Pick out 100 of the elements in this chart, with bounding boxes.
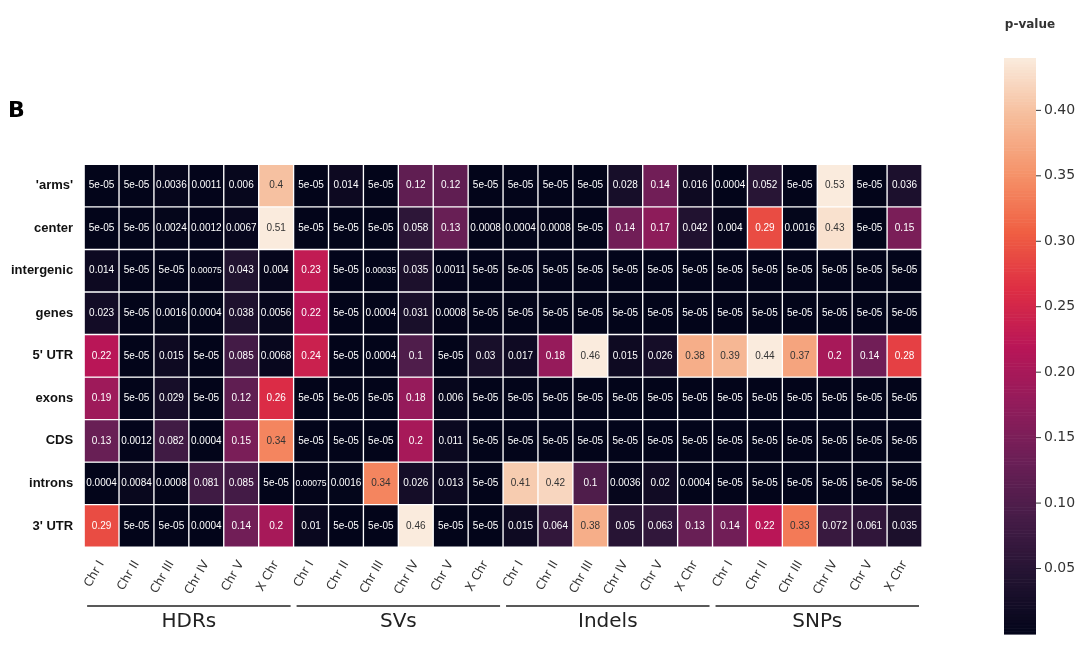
- data-label: 5e-05: [752, 477, 779, 489]
- data-label: 5e-05: [472, 264, 499, 276]
- data-label: 0.02: [650, 477, 671, 489]
- data-label: 5e-05: [891, 477, 918, 489]
- data-label: 5e-05: [647, 307, 674, 319]
- x-tick-label: Chr I: [709, 557, 736, 590]
- data-label: 5e-05: [821, 477, 848, 489]
- data-label: 0.17: [650, 221, 671, 233]
- x-tick-label: Chr I: [290, 557, 317, 590]
- data-label: 0.085: [228, 349, 255, 361]
- data-label: 5e-05: [298, 179, 325, 191]
- x-tick-label: Chr III: [356, 557, 387, 596]
- data-label: 5e-05: [856, 307, 883, 319]
- data-label: 0.028: [612, 179, 639, 191]
- data-label: 5e-05: [752, 434, 779, 446]
- data-label: 0.00075: [190, 265, 222, 276]
- data-label: 0.18: [545, 349, 566, 361]
- data-label: 0.0004: [191, 434, 223, 446]
- data-label: 0.42: [545, 477, 566, 489]
- data-label: 0.22: [301, 307, 322, 319]
- data-label: 5e-05: [647, 434, 674, 446]
- data-label: 0.44: [755, 349, 776, 361]
- data-label: 5e-05: [682, 264, 709, 276]
- data-label: 0.035: [892, 519, 918, 531]
- y-tick-label: introns: [29, 474, 74, 490]
- data-label: 0.13: [440, 221, 461, 233]
- data-label: 5e-05: [856, 434, 883, 446]
- data-label: 5e-05: [821, 307, 848, 319]
- data-label: 5e-05: [821, 392, 848, 404]
- data-label: 0.036: [892, 179, 918, 191]
- data-label: 5e-05: [472, 307, 499, 319]
- data-label: 5e-05: [263, 477, 290, 489]
- data-label: 5e-05: [437, 519, 464, 531]
- data-label: 0.0016: [330, 477, 362, 489]
- data-label: 5e-05: [891, 434, 918, 446]
- data-label: 5e-05: [368, 179, 395, 191]
- data-label: 5e-05: [123, 349, 150, 361]
- data-label: 0.014: [89, 264, 115, 276]
- data-label: 0.51: [266, 221, 287, 233]
- x-tick-label: X Chr: [462, 557, 491, 594]
- text: SVs: [379, 608, 417, 633]
- data-label: 0.0004: [679, 477, 711, 489]
- data-label: 0.0068: [260, 349, 292, 361]
- data-label: 5e-05: [123, 221, 150, 233]
- data-label: 0.0008: [435, 307, 467, 319]
- data-label: 0.052: [752, 179, 778, 191]
- data-label: 0.0004: [191, 519, 223, 531]
- color-bar-label: 0.35: [1044, 166, 1076, 183]
- data-label: 5e-05: [368, 221, 395, 233]
- data-label: 0.34: [371, 477, 392, 489]
- color-bar-label: 0.40: [1044, 101, 1076, 117]
- data-label: 0.085: [228, 477, 255, 489]
- data-label: 0.05: [615, 519, 636, 531]
- y-tick-label: intergenic: [11, 262, 74, 278]
- x-tick-label: Chr III: [146, 557, 177, 596]
- data-label: 5e-05: [542, 392, 569, 404]
- x-tick-label: Chr II: [742, 557, 771, 593]
- data-label: 0.015: [508, 519, 534, 531]
- data-label: 0.0012: [191, 221, 223, 233]
- data-label: 5e-05: [298, 434, 325, 446]
- data-label: 5e-05: [682, 434, 709, 446]
- y-tick-label: 5' UTR: [32, 347, 74, 363]
- data-label: 5e-05: [612, 264, 639, 276]
- data-label: 0.1: [583, 477, 598, 489]
- data-label: 5e-05: [787, 307, 814, 319]
- data-label: 5e-05: [577, 392, 604, 404]
- x-tick-label: Chr IV: [390, 557, 422, 597]
- data-label: 0.0004: [86, 477, 118, 489]
- x-tick-label: Chr IV: [600, 557, 631, 597]
- data-label: 0.22: [755, 519, 776, 531]
- data-label: 5e-05: [647, 264, 674, 276]
- data-label: 0.0084: [121, 477, 153, 489]
- data-label: 5e-05: [577, 179, 604, 191]
- data-label: 0.072: [822, 519, 848, 531]
- x-tick-label: Chr IV: [181, 557, 213, 597]
- data-label: 0.46: [406, 519, 426, 531]
- color-bar-label: 0.10: [1044, 493, 1076, 510]
- data-label: 5e-05: [472, 434, 499, 446]
- x-tick-label: Chr V: [427, 557, 457, 594]
- data-label: 0.12: [231, 392, 252, 404]
- data-label: 5e-05: [123, 392, 150, 404]
- data-label: 0.2: [408, 434, 424, 446]
- data-label: 0.14: [859, 349, 880, 361]
- x-tick-label: Chr V: [636, 557, 666, 594]
- data-label: 5e-05: [752, 307, 779, 319]
- data-label: 0.082: [158, 434, 185, 446]
- data-label: 5e-05: [123, 519, 150, 531]
- data-label: 5e-05: [856, 179, 883, 191]
- data-label: 5e-05: [717, 477, 744, 489]
- data-label: 5e-05: [856, 477, 883, 489]
- data-label: 0.0024: [156, 221, 188, 233]
- data-label: 5e-05: [507, 392, 534, 404]
- data-label: 5e-05: [88, 221, 115, 233]
- data-label: 5e-05: [123, 307, 150, 319]
- data-label: 0.0004: [365, 349, 397, 361]
- y-tick-label: CDS: [45, 432, 74, 448]
- data-label: 0.0011: [435, 264, 467, 276]
- data-label: 5e-05: [891, 307, 918, 319]
- data-label: 0.015: [612, 349, 639, 361]
- text: Indels: [578, 608, 638, 633]
